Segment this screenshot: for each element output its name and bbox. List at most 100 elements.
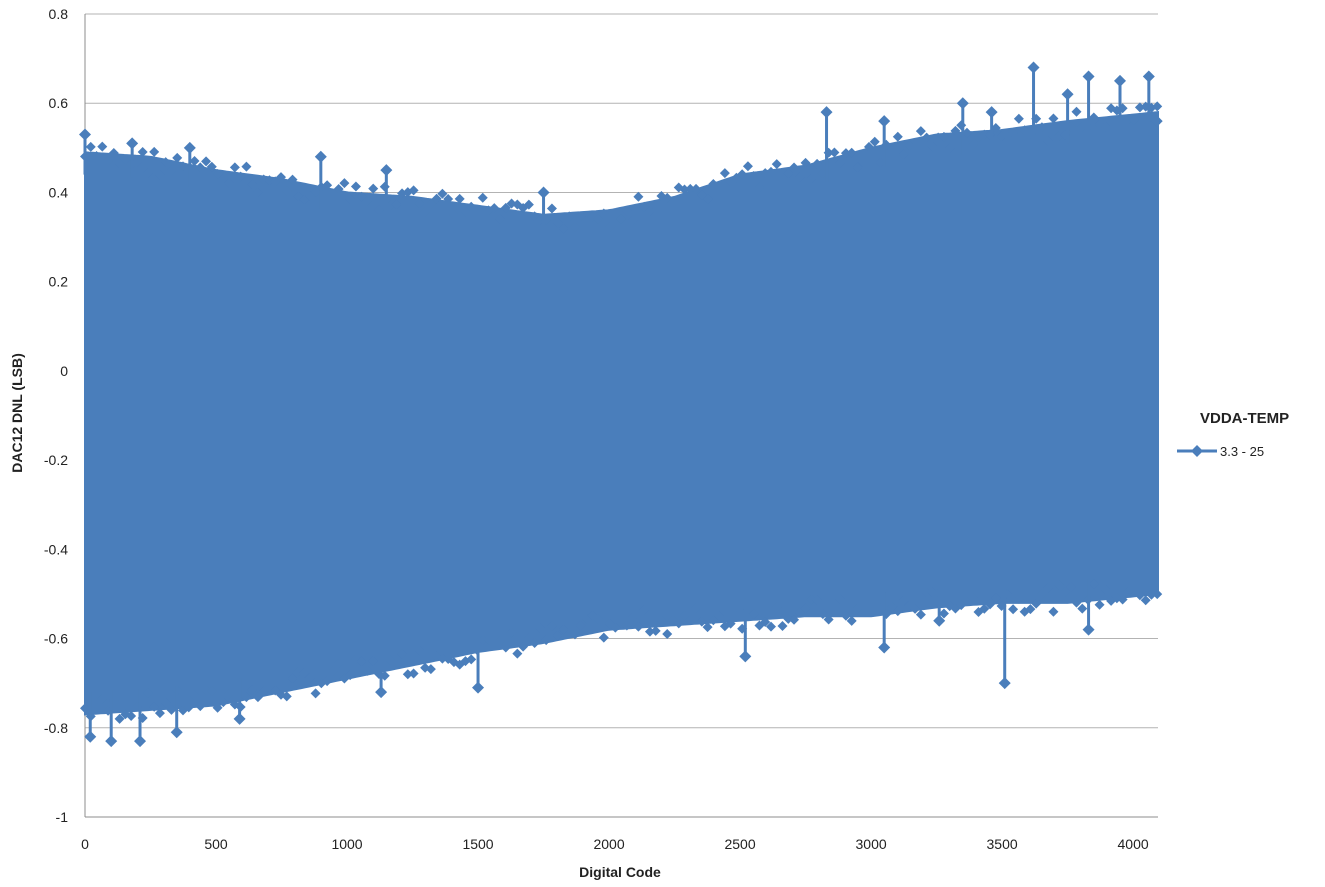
series-marker — [1140, 595, 1151, 606]
series-marker — [425, 664, 436, 675]
series-marker — [950, 125, 961, 136]
series-marker — [1025, 604, 1036, 615]
series-marker — [103, 155, 114, 166]
series-marker — [322, 180, 333, 191]
series-marker — [910, 141, 921, 152]
series-marker-outlier — [79, 128, 91, 141]
series-marker — [160, 157, 171, 168]
series-marker — [368, 183, 379, 194]
series-marker — [915, 126, 926, 137]
series-marker — [575, 620, 586, 631]
series-marker — [604, 222, 615, 233]
series-marker-outlier — [134, 735, 147, 748]
series-marker — [569, 222, 580, 233]
series-marker — [1088, 112, 1099, 123]
series-marker — [333, 658, 344, 669]
series-marker — [1008, 127, 1019, 138]
series-marker — [800, 157, 811, 168]
series-marker — [385, 655, 396, 666]
series-marker — [1100, 121, 1111, 132]
series-marker — [281, 691, 292, 702]
series-marker — [863, 141, 874, 152]
series-marker — [985, 599, 996, 610]
series-marker — [345, 670, 356, 681]
series-marker — [552, 217, 563, 228]
series-marker — [789, 162, 800, 173]
series-marker — [425, 198, 436, 209]
series-marker — [1146, 589, 1157, 600]
series-marker — [616, 611, 627, 622]
series-marker — [1048, 113, 1059, 124]
series-marker-outlier — [878, 641, 891, 654]
series-marker — [460, 206, 471, 217]
series-marker — [702, 193, 713, 204]
series-marker — [149, 146, 160, 157]
series-3.3-25 — [79, 61, 1163, 748]
series-marker — [621, 620, 632, 631]
series-marker — [691, 183, 702, 194]
series-marker — [241, 692, 252, 703]
series-marker — [933, 132, 944, 143]
series-marker — [650, 625, 661, 636]
series-marker — [800, 603, 811, 614]
series-marker — [327, 665, 338, 676]
y-tick-label: 0.4 — [49, 184, 69, 200]
series-marker — [858, 157, 869, 168]
series-marker — [921, 132, 932, 143]
series-marker — [454, 193, 465, 204]
series-marker — [166, 704, 177, 715]
y-tick-label: 0 — [60, 363, 68, 379]
y-tick-label: -0.4 — [44, 541, 68, 557]
series-marker — [829, 147, 840, 158]
series-marker — [627, 215, 638, 226]
series-marker-outlier — [183, 141, 196, 154]
series-marker-outlier — [1027, 61, 1040, 74]
series-marker — [506, 627, 517, 638]
series-marker — [898, 595, 909, 606]
series-marker — [443, 194, 454, 205]
series-marker — [1071, 597, 1082, 608]
series-marker — [275, 172, 286, 183]
series-marker — [627, 612, 638, 623]
series-marker — [944, 143, 955, 154]
series-marker — [748, 171, 759, 182]
series-marker — [270, 685, 281, 696]
series-marker — [489, 628, 500, 639]
series-marker — [737, 169, 748, 180]
legend-title: VDDA-TEMP — [1200, 410, 1289, 427]
x-tick-label: 2500 — [724, 836, 755, 852]
series-marker — [247, 179, 258, 190]
series-marker-outlier — [820, 106, 833, 119]
y-tick-label: -0.6 — [44, 631, 68, 647]
series-marker — [310, 186, 321, 197]
series-marker — [523, 632, 534, 643]
series-marker-outlier — [878, 115, 891, 128]
series-marker — [725, 618, 736, 629]
series-marker — [1152, 589, 1163, 600]
series-marker — [639, 604, 650, 615]
series-marker — [1117, 594, 1128, 605]
series-marker — [564, 615, 575, 626]
series-marker — [546, 621, 557, 632]
series-marker — [500, 202, 511, 213]
series-marker — [195, 162, 206, 173]
series-marker — [610, 622, 621, 633]
series-marker — [339, 178, 350, 189]
series-marker — [489, 203, 500, 214]
series-marker — [304, 673, 315, 684]
series-marker-outlier — [998, 677, 1011, 690]
series-marker — [765, 621, 776, 632]
series-marker — [846, 147, 857, 158]
series-marker-outlier — [105, 735, 118, 748]
series-marker — [765, 166, 776, 177]
series-marker — [495, 635, 506, 646]
series-marker — [915, 609, 926, 620]
series-marker — [229, 162, 240, 173]
series-marker — [702, 622, 713, 633]
series-marker — [685, 183, 696, 194]
series-marker — [887, 144, 898, 155]
series-marker — [581, 218, 592, 229]
series-marker — [662, 629, 673, 640]
series-marker — [391, 199, 402, 210]
